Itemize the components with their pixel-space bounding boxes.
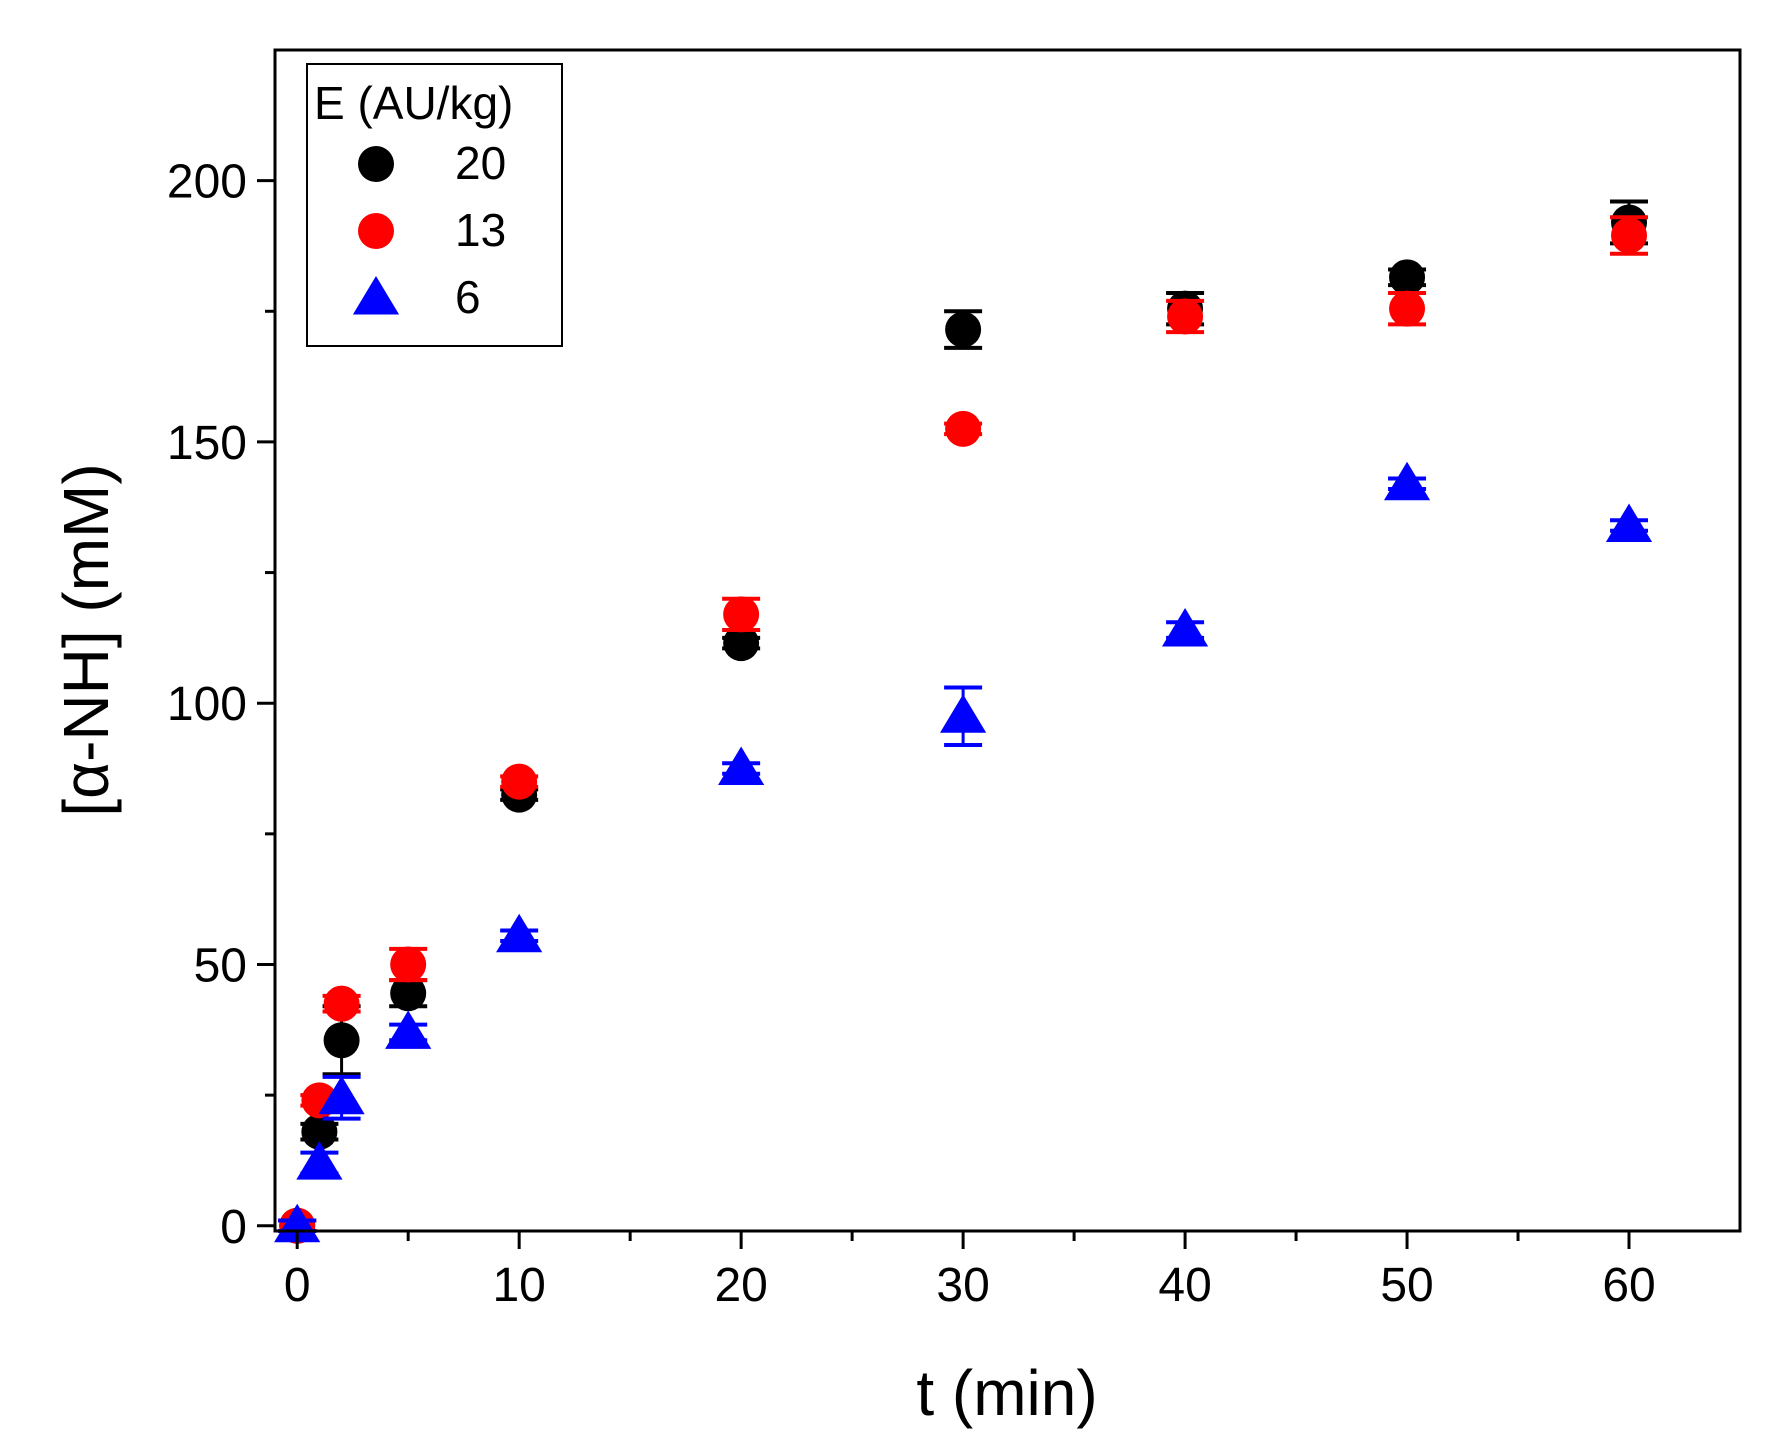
data-point	[323, 1022, 360, 1059]
axes-layer	[273, 48, 1742, 1233]
data-point	[940, 694, 987, 733]
y-axis-title: [α-NH] (mM)	[50, 463, 122, 816]
data-point	[390, 946, 427, 983]
series-6	[274, 461, 1653, 1243]
data-point	[1167, 298, 1204, 335]
ticks-layer: 0 10 20 30 40 50 60 0 50 100 150 200	[167, 156, 1656, 1312]
data-point	[274, 1203, 321, 1243]
data-point	[1611, 217, 1648, 254]
legend-box	[306, 63, 563, 347]
y-tick-label: 200	[167, 156, 247, 209]
x-tick-label: 0	[284, 1259, 311, 1312]
data-point	[385, 1010, 432, 1049]
legend-marker-13	[358, 213, 394, 249]
data-point	[1389, 259, 1426, 296]
y-tick-label: 0	[220, 1201, 247, 1254]
x-axis-title: t (min)	[916, 1357, 1097, 1429]
legend-label-6: 6	[455, 271, 481, 323]
data-point	[323, 985, 360, 1022]
data-point	[945, 410, 982, 447]
data-point	[1161, 608, 1209, 647]
legend-title: E (AU/kg)	[314, 77, 513, 129]
y-tick-label: 100	[167, 678, 247, 731]
x-tick-label: 30	[936, 1259, 989, 1312]
x-tick-label: 50	[1380, 1259, 1433, 1312]
data-point	[945, 311, 982, 348]
data-point	[296, 1141, 343, 1180]
legend-marker-6	[352, 276, 400, 315]
x-tick-label: 10	[492, 1259, 545, 1312]
legend-label-13: 13	[455, 204, 506, 256]
x-tick-label: 40	[1158, 1259, 1211, 1312]
data-point	[501, 763, 538, 800]
data-point	[301, 1113, 338, 1150]
legend-marker-20	[358, 146, 394, 182]
data-point	[718, 746, 765, 786]
legend-label-20: 20	[455, 137, 506, 189]
data-point	[1389, 290, 1426, 327]
series-13	[278, 215, 1649, 1244]
x-tick-label: 20	[714, 1259, 767, 1312]
data-point	[1605, 503, 1653, 543]
data-point	[318, 1075, 365, 1115]
plot-frame	[273, 48, 1742, 1233]
data-point	[723, 596, 760, 633]
legend: E (AU/kg) 20 13 6	[306, 63, 563, 347]
data-point	[1383, 461, 1431, 501]
x-tick-label: 60	[1602, 1259, 1655, 1312]
data-layer	[274, 199, 1653, 1244]
data-point	[496, 913, 543, 953]
y-tick-label: 50	[194, 939, 247, 992]
data-point	[723, 625, 760, 662]
data-point	[390, 975, 427, 1012]
y-tick-label: 150	[167, 417, 247, 470]
